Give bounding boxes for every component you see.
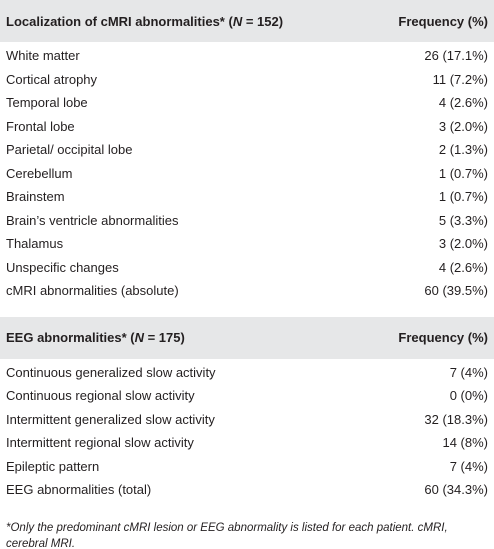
- row-frequency: 3 (2.0%): [438, 118, 488, 134]
- header-label-part: = 152): [242, 13, 284, 29]
- row-label: Cortical atrophy: [6, 71, 98, 87]
- header-label-part: = 175): [143, 330, 185, 345]
- row-label: EEG abnormalities (total): [6, 482, 152, 498]
- row-frequency: 4 (2.6%): [438, 95, 488, 111]
- row-label: Continuous regional slow activity: [6, 388, 195, 404]
- footnote: *Only the predominant cMRI lesion or EEG…: [6, 521, 448, 549]
- row-frequency: 0 (0%): [449, 388, 488, 404]
- table-row: Cortical atrophy 11 (7.2%): [0, 68, 494, 92]
- row-label: Intermittent regional slow activity: [6, 435, 194, 451]
- table-row: EEG abnormalities (total) 60 (34.3%): [0, 478, 494, 502]
- row-frequency: 3 (2.0%): [438, 236, 488, 252]
- table-section: Localization of cMRI abnormalities* (N =…: [0, 0, 494, 303]
- table-row: Temporal lobe 4 (2.6%): [0, 91, 494, 115]
- row-label: Intermittent generalized slow activity: [6, 411, 215, 427]
- row-frequency: 60 (39.5%): [424, 283, 488, 299]
- header-label-part: N: [232, 13, 243, 29]
- row-frequency: 7 (4%): [449, 458, 488, 474]
- row-frequency: 26 (17.1%): [424, 48, 488, 64]
- row-label: Brainstem: [6, 189, 65, 205]
- header-frequency: Frequency (%): [398, 13, 488, 29]
- row-label: Temporal lobe: [6, 95, 88, 111]
- header-label: Localization of cMRI abnormalities* (N =…: [6, 14, 283, 29]
- row-label: White matter: [6, 48, 80, 64]
- row-frequency: 2 (1.3%): [438, 142, 488, 158]
- table-row: Intermittent regional slow activity 14 (8…: [0, 431, 494, 455]
- row-frequency: 32 (18.3%): [424, 411, 488, 427]
- header-label-part: N: [134, 330, 144, 345]
- row-label: Continuous generalized slow activity: [6, 364, 216, 380]
- header-label: EEG abnormalities* (N = 175): [6, 330, 185, 345]
- row-frequency: 60 (34.3%): [424, 482, 488, 498]
- table-row: Parietal/ occipital lobe 2 (1.3%): [0, 138, 494, 162]
- row-frequency: 4 (2.6%): [438, 259, 488, 275]
- table-row: Brainstem 1 (0.7%): [0, 185, 494, 209]
- table-row: cMRI abnormalities (absolute) 60 (39.5%): [0, 279, 494, 303]
- row-label: Brain’s ventricle abnormalities: [6, 212, 179, 228]
- table-row: Frontal lobe 3 (2.0%): [0, 115, 494, 139]
- row-frequency: 7 (4%): [449, 364, 488, 380]
- row-label: Frontal lobe: [6, 118, 75, 134]
- table-row: Intermittent generalized slow activity 32…: [0, 408, 494, 432]
- row-frequency: 11 (7.2%): [432, 71, 488, 87]
- header-label-part: EEG abnormalities* (: [6, 330, 135, 345]
- header-row: Localization of cMRI abnormalities* (N =…: [0, 0, 494, 44]
- row-label: Epileptic pattern: [6, 458, 100, 474]
- table-row: Continuous generalized slow activity 7 (4…: [0, 361, 494, 385]
- row-frequency: 14 (8%): [442, 435, 488, 451]
- table-row: Continuous regional slow activity 0 (0%): [0, 384, 494, 408]
- row-label: Unspecific changes: [6, 259, 119, 275]
- row-frequency: 1 (0.7%): [438, 189, 488, 205]
- row-label: Thalamus: [6, 236, 64, 252]
- table-section: EEG abnormalities* (N = 175) Frequency (%…: [0, 316, 494, 502]
- table-row: Unspecific changes 4 (2.6%): [0, 256, 494, 280]
- table-row: Brain’s ventricle abnormalities 5 (3.3%): [0, 209, 494, 233]
- header-row: EEG abnormalities* (N = 175) Frequency (%…: [0, 316, 494, 361]
- row-label: cMRI abnormalities (absolute): [6, 283, 179, 299]
- table-row: White matter 26 (17.1%): [0, 44, 494, 68]
- table-row: Thalamus 3 (2.0%): [0, 232, 494, 256]
- table-row: Cerebellum 1 (0.7%): [0, 162, 494, 186]
- header-label-part: Localization of cMRI abnormalities* (: [6, 13, 233, 29]
- row-label: Parietal/ occipital lobe: [6, 142, 133, 158]
- header-frequency: Frequency (%): [398, 330, 488, 345]
- table-row: Epileptic pattern 7 (4%): [0, 455, 494, 479]
- row-frequency: 5 (3.3%): [438, 212, 488, 228]
- row-frequency: 1 (0.7%): [438, 165, 488, 181]
- row-label: Cerebellum: [6, 165, 73, 181]
